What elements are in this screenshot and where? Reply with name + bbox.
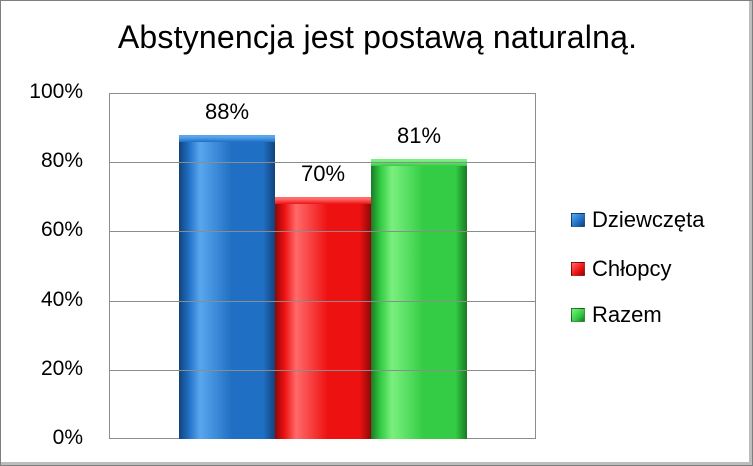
y-tick-label: 40% <box>40 287 83 311</box>
data-label: 81% <box>396 122 442 148</box>
legend-item: Dziewczęta <box>571 207 704 233</box>
y-tick-label: 100% <box>29 80 83 103</box>
y-tick-label: 20% <box>40 356 83 380</box>
gridline <box>109 162 536 163</box>
legend-item: Chłopcy <box>571 256 671 282</box>
bar-dziewcz-ta <box>179 134 275 439</box>
chart-title: Abstynencja jest postawą naturalną. <box>117 19 638 55</box>
y-tick-label: 60% <box>40 218 83 242</box>
bar-bevel <box>275 198 371 204</box>
legend-label: Dziewczęta <box>592 207 705 232</box>
legend-swatch <box>571 262 585 276</box>
legend-swatch <box>571 213 585 227</box>
legend-item: Razem <box>571 302 662 328</box>
legend-label: Razem <box>592 302 662 327</box>
legend-swatch <box>571 308 585 322</box>
legend-label: Chłopcy <box>592 256 672 281</box>
bar-bevel <box>371 160 467 166</box>
y-tick-label: 80% <box>40 149 83 173</box>
gridline <box>109 231 536 232</box>
bar-bevel <box>179 136 275 142</box>
gridline <box>109 370 536 371</box>
y-tick-label: 0% <box>52 426 83 449</box>
data-label: 70% <box>300 160 346 186</box>
gridline <box>109 301 536 302</box>
bar-ch-opcy <box>275 196 371 439</box>
data-label: 88% <box>204 98 250 124</box>
bar-razem <box>371 158 467 439</box>
